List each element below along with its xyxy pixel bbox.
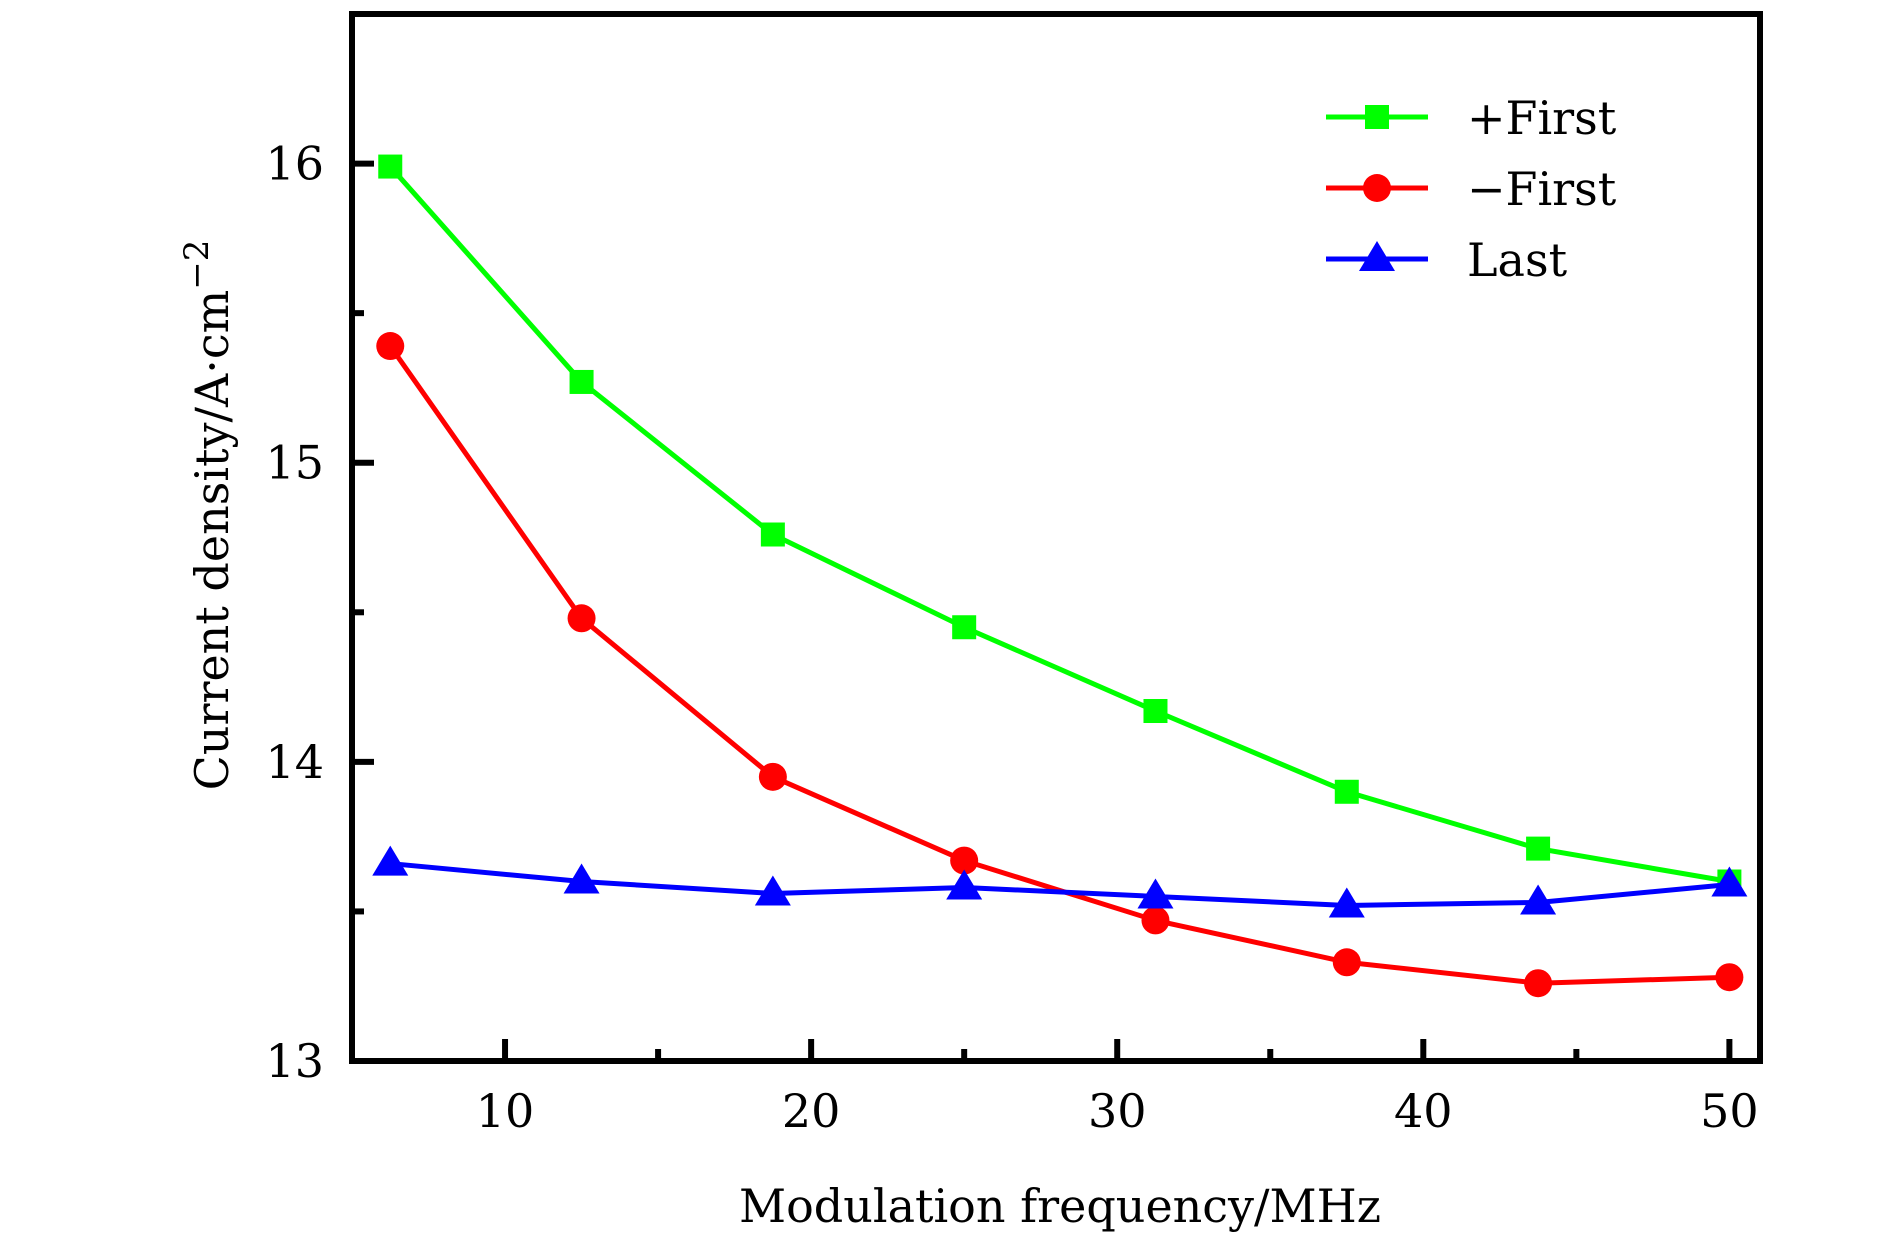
data-point [1711, 866, 1748, 897]
legend-marker-square-icon [1365, 105, 1389, 129]
data-point [567, 604, 596, 633]
data-point [952, 615, 977, 640]
data-point [376, 332, 405, 361]
data-point [569, 369, 594, 394]
data-point [378, 154, 403, 179]
data-point [563, 863, 600, 894]
data-point [950, 846, 979, 875]
x-tick-label: 20 [782, 1084, 841, 1138]
x-tick-label: 10 [476, 1084, 535, 1138]
legend-marker-circle-icon [1363, 174, 1391, 202]
data-point [1520, 884, 1557, 915]
y-tick-label: 16 [265, 137, 324, 191]
data-point [1334, 779, 1359, 804]
legend-label: Last [1467, 233, 1568, 287]
legend-label: +First [1467, 91, 1617, 145]
y-tick-label: 14 [265, 735, 324, 789]
data-point [1137, 878, 1174, 909]
legend-item: Last [1326, 233, 1568, 287]
legend-marker-triangle-icon [1359, 241, 1395, 271]
data-point [1332, 948, 1361, 977]
legend-item: −First [1326, 162, 1617, 216]
data-point [754, 875, 791, 906]
x-tick-label: 40 [1394, 1084, 1453, 1138]
series-line [390, 861, 1730, 908]
plot-frame [349, 11, 1763, 1064]
data-point [1526, 836, 1551, 861]
y-tick-label: 15 [265, 436, 324, 490]
y-axis-label: Current density/A·cm−2 [177, 240, 239, 791]
y-axis-label-exponent: −2 [177, 240, 217, 290]
series-layer [372, 154, 1748, 998]
data-point [1143, 699, 1168, 724]
data-point [1715, 963, 1744, 992]
legend-label: −First [1467, 162, 1617, 216]
x-tick-label: 30 [1088, 1084, 1147, 1138]
data-point [1328, 887, 1365, 918]
series-line [388, 164, 1730, 884]
y-axis-label-main: Current density/A·cm [185, 290, 239, 791]
legend: +First −First Last [1326, 91, 1617, 287]
data-point [372, 845, 409, 876]
series-last [372, 845, 1748, 918]
y-tick-label: 13 [265, 1034, 324, 1088]
x-axis-label: Modulation frequency/MHz [739, 1179, 1381, 1233]
data-point [758, 762, 787, 791]
x-tick-label: 50 [1700, 1084, 1759, 1138]
axes-layer [349, 11, 1763, 1064]
ticks-layer: 10 20 30 40 50 13 14 15 16 [265, 137, 1758, 1138]
data-point [760, 522, 785, 547]
legend-item: +First [1326, 91, 1617, 145]
data-point [1141, 906, 1170, 935]
data-point [946, 869, 983, 900]
data-point [1524, 969, 1553, 998]
